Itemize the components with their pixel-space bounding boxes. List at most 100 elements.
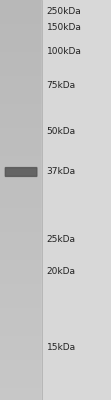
Text: 50kDa: 50kDa (47, 128, 76, 136)
Bar (0, 208, 42, 212)
Bar (0, 296, 42, 300)
Bar (0, 228, 42, 232)
Bar (0, 196, 42, 200)
Bar (0, 168, 42, 172)
Bar (0, 384, 42, 388)
Bar (0, 216, 42, 220)
Bar (0, 372, 42, 376)
Bar (0, 156, 42, 160)
Bar (0, 84, 42, 88)
Text: 37kDa: 37kDa (47, 168, 76, 176)
Bar (0, 192, 42, 196)
Bar (0, 16, 42, 20)
Bar (0, 72, 42, 76)
Bar (0, 8, 42, 12)
Bar (0, 148, 42, 152)
Bar (0, 40, 42, 44)
Bar (0, 28, 42, 32)
Bar (0, 364, 42, 368)
Text: 250kDa: 250kDa (47, 8, 81, 16)
Bar (0, 112, 42, 116)
FancyBboxPatch shape (5, 168, 37, 176)
Bar (0, 276, 42, 280)
Bar (0, 248, 42, 252)
Bar (0, 200, 42, 204)
Bar (0, 356, 42, 360)
Bar (0, 64, 42, 68)
Bar (0, 244, 42, 248)
Bar (0, 348, 42, 352)
Bar (0, 136, 42, 140)
Bar (0, 116, 42, 120)
Bar (0, 388, 42, 392)
Bar (0, 380, 42, 384)
Bar (0, 104, 42, 108)
Bar (0, 232, 42, 236)
Bar (0, 4, 42, 8)
Bar (0, 344, 42, 348)
Bar (0, 100, 42, 104)
Bar (0, 312, 42, 316)
Bar (0, 316, 42, 320)
Bar (0, 320, 42, 324)
Bar (0, 220, 42, 224)
Bar (0, 172, 42, 176)
Bar (0, 188, 42, 192)
Bar (0, 48, 42, 52)
Bar (0, 252, 42, 256)
Bar (0, 240, 42, 244)
Bar (0, 108, 42, 112)
Bar (0, 152, 42, 156)
Bar (0, 88, 42, 92)
Bar (0, 36, 42, 40)
Bar (0, 392, 42, 396)
Bar (0, 256, 42, 260)
Bar (0, 0, 42, 4)
Bar (0, 120, 42, 124)
Bar (0, 368, 42, 372)
Bar (0, 352, 42, 356)
Bar (42, 0, 111, 400)
Bar (0, 128, 42, 132)
Bar (0, 60, 42, 64)
Bar (0, 288, 42, 292)
Text: 150kDa: 150kDa (47, 23, 81, 32)
Bar (0, 52, 42, 56)
Bar (0, 20, 42, 24)
Bar (0, 304, 42, 308)
Bar (0, 144, 42, 148)
Bar (0, 324, 42, 328)
Bar (0, 68, 42, 72)
Bar (0, 264, 42, 268)
Bar (0, 336, 42, 340)
Bar (0, 176, 42, 180)
Text: 20kDa: 20kDa (47, 268, 76, 276)
Bar (0, 56, 42, 60)
Text: 100kDa: 100kDa (47, 48, 81, 56)
Bar (0, 236, 42, 240)
Bar (0, 308, 42, 312)
Bar (0, 212, 42, 216)
Bar (0, 44, 42, 48)
Bar (0, 280, 42, 284)
Bar (0, 132, 42, 136)
Bar (0, 12, 42, 16)
Bar (0, 160, 42, 164)
Bar (0, 204, 42, 208)
Bar (0, 376, 42, 380)
Bar (0, 76, 42, 80)
Bar (0, 124, 42, 128)
Bar (0, 32, 42, 36)
Text: 25kDa: 25kDa (47, 236, 76, 244)
Bar (0, 268, 42, 272)
Bar (0, 164, 42, 168)
Bar (0, 180, 42, 184)
Bar (0, 140, 42, 144)
Bar (0, 360, 42, 364)
Text: 15kDa: 15kDa (47, 344, 76, 352)
Bar (0, 224, 42, 228)
Bar (0, 272, 42, 276)
Bar (0, 284, 42, 288)
Bar (0, 80, 42, 84)
Bar (0, 92, 42, 96)
